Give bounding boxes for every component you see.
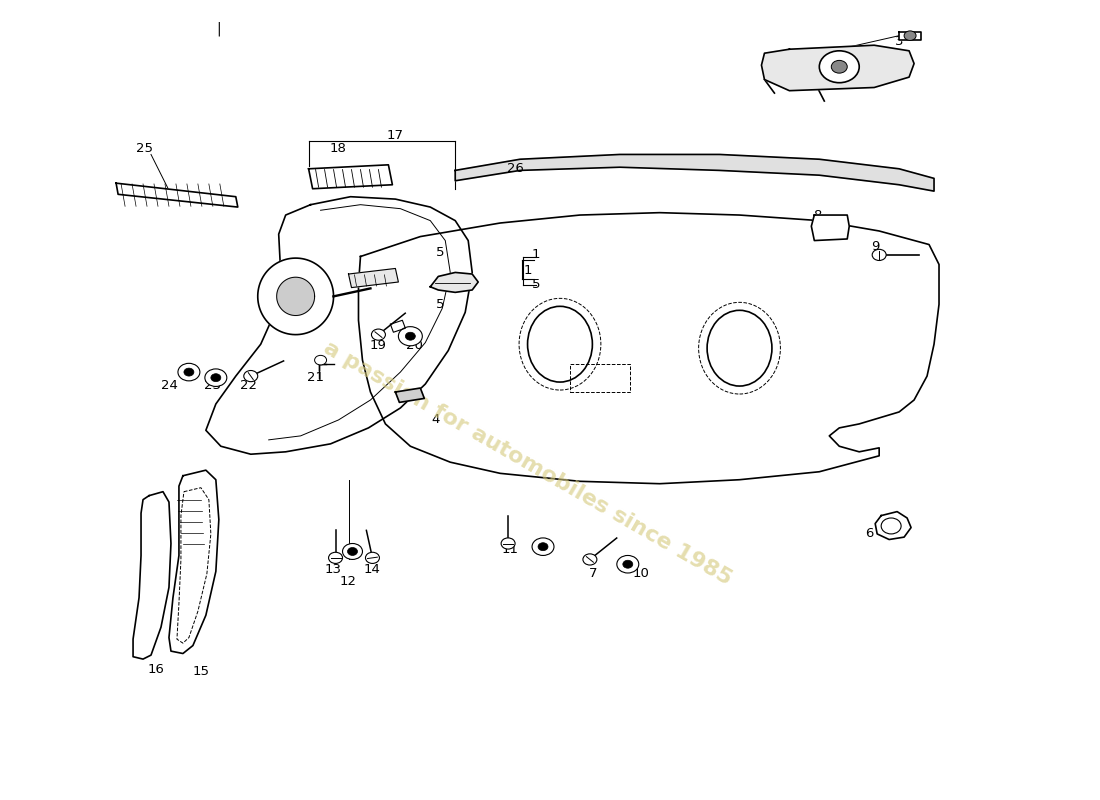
Text: 5: 5 bbox=[531, 278, 540, 291]
Polygon shape bbox=[359, 213, 939, 484]
Polygon shape bbox=[430, 273, 478, 292]
Text: 21: 21 bbox=[307, 371, 324, 384]
Ellipse shape bbox=[528, 306, 593, 382]
Polygon shape bbox=[899, 32, 921, 40]
Polygon shape bbox=[133, 492, 170, 659]
Polygon shape bbox=[812, 215, 849, 241]
Text: 22: 22 bbox=[240, 379, 257, 392]
Polygon shape bbox=[206, 197, 472, 454]
Circle shape bbox=[617, 555, 639, 573]
Text: 26: 26 bbox=[507, 162, 524, 175]
Text: 3: 3 bbox=[895, 34, 903, 48]
Circle shape bbox=[583, 554, 597, 565]
Text: 19: 19 bbox=[370, 339, 387, 352]
Text: 16: 16 bbox=[147, 663, 164, 676]
Text: 4: 4 bbox=[431, 414, 440, 426]
Circle shape bbox=[205, 369, 227, 386]
Circle shape bbox=[178, 363, 200, 381]
Text: 13: 13 bbox=[324, 562, 342, 575]
Text: 11: 11 bbox=[502, 543, 518, 556]
Circle shape bbox=[244, 370, 257, 382]
Circle shape bbox=[820, 51, 859, 82]
Polygon shape bbox=[309, 165, 393, 189]
Circle shape bbox=[365, 552, 380, 563]
Text: 20: 20 bbox=[406, 339, 422, 352]
Text: 10: 10 bbox=[632, 567, 649, 580]
Circle shape bbox=[538, 542, 548, 550]
Text: 14: 14 bbox=[364, 562, 381, 575]
Circle shape bbox=[372, 329, 385, 340]
Text: a passion for automobiles since 1985: a passion for automobiles since 1985 bbox=[320, 338, 736, 590]
Text: 7: 7 bbox=[588, 567, 597, 580]
Polygon shape bbox=[455, 154, 934, 191]
Text: 15: 15 bbox=[192, 665, 209, 678]
Text: 6: 6 bbox=[865, 527, 873, 541]
Text: 24: 24 bbox=[161, 379, 177, 392]
Text: 25: 25 bbox=[135, 142, 153, 155]
Text: 8: 8 bbox=[813, 209, 822, 222]
Bar bbox=[570, 364, 630, 392]
Circle shape bbox=[398, 326, 422, 346]
Circle shape bbox=[832, 60, 847, 73]
Polygon shape bbox=[169, 470, 219, 654]
Circle shape bbox=[904, 31, 916, 41]
Circle shape bbox=[315, 355, 327, 365]
Text: 1: 1 bbox=[531, 249, 540, 262]
Circle shape bbox=[406, 332, 416, 340]
Text: 2: 2 bbox=[803, 58, 812, 72]
Polygon shape bbox=[876, 512, 911, 539]
Polygon shape bbox=[761, 46, 914, 90]
Ellipse shape bbox=[707, 310, 772, 386]
Circle shape bbox=[502, 538, 515, 549]
Text: 1: 1 bbox=[524, 264, 532, 278]
Polygon shape bbox=[395, 388, 425, 402]
Polygon shape bbox=[390, 320, 406, 332]
Circle shape bbox=[623, 560, 632, 568]
Circle shape bbox=[342, 543, 363, 559]
Text: 5: 5 bbox=[436, 298, 444, 311]
Text: |: | bbox=[217, 22, 221, 36]
Circle shape bbox=[329, 552, 342, 563]
Circle shape bbox=[211, 374, 221, 382]
Polygon shape bbox=[277, 278, 315, 315]
Text: 17: 17 bbox=[387, 129, 404, 142]
Circle shape bbox=[348, 547, 358, 555]
Polygon shape bbox=[349, 269, 398, 287]
Text: 5: 5 bbox=[436, 246, 444, 259]
Text: 23: 23 bbox=[205, 379, 221, 392]
Text: 9: 9 bbox=[871, 241, 879, 254]
Circle shape bbox=[184, 368, 194, 376]
Polygon shape bbox=[117, 183, 238, 207]
Circle shape bbox=[872, 250, 887, 261]
Text: 18: 18 bbox=[329, 142, 346, 155]
Circle shape bbox=[532, 538, 554, 555]
Text: 12: 12 bbox=[340, 575, 358, 588]
Polygon shape bbox=[257, 258, 333, 334]
